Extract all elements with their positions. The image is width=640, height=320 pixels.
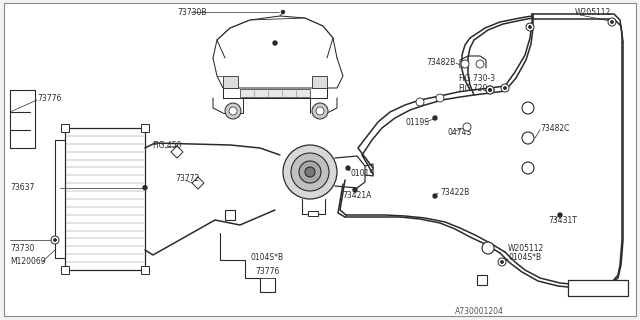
Text: W205112: W205112 [508,244,544,252]
Text: 73637: 73637 [10,183,35,192]
Circle shape [283,145,337,199]
Bar [568,280,628,296]
Circle shape [51,236,59,244]
Circle shape [526,23,534,31]
Text: 73776: 73776 [255,268,280,276]
Bar [225,210,235,220]
Bar [223,76,238,88]
Text: FIG.732: FIG.732 [290,180,319,189]
Circle shape [225,103,241,119]
Circle shape [529,26,531,28]
Text: 0104S*B: 0104S*B [250,253,283,262]
Text: Y26944: Y26944 [586,284,620,292]
Circle shape [501,261,503,263]
Circle shape [489,89,492,91]
Circle shape [291,153,329,191]
Circle shape [143,186,147,190]
Bar [141,124,149,132]
Bar [61,124,69,132]
Bar [61,266,69,274]
Text: FIG.720: FIG.720 [458,84,488,92]
Text: 73482B: 73482B [427,58,456,67]
Circle shape [54,239,56,241]
Text: 1: 1 [576,285,580,291]
Circle shape [461,60,469,68]
Circle shape [436,94,444,102]
Text: M120069: M120069 [10,258,45,267]
Text: 0474S: 0474S [447,127,471,137]
Circle shape [498,258,506,266]
Text: W205112: W205112 [575,7,611,17]
Text: 73772: 73772 [175,173,199,182]
Circle shape [482,242,494,254]
Text: 73431T: 73431T [548,215,577,225]
Circle shape [522,162,534,174]
Text: A: A [228,212,232,218]
Circle shape [465,124,470,130]
Circle shape [416,98,424,106]
Text: 73422B: 73422B [440,188,469,196]
Circle shape [501,84,509,92]
Bar [308,211,318,216]
Circle shape [282,11,285,13]
Circle shape [611,21,613,23]
Bar [312,76,327,88]
Circle shape [522,102,534,114]
Circle shape [504,87,506,89]
Circle shape [312,103,328,119]
Circle shape [229,107,237,115]
Circle shape [486,86,494,94]
Bar [65,128,145,270]
Bar [240,89,310,97]
Text: A: A [479,277,484,283]
Text: 73730: 73730 [10,244,35,252]
Circle shape [346,166,350,170]
Text: 73776: 73776 [37,93,61,102]
Text: 0101S: 0101S [350,169,374,178]
Circle shape [305,167,315,177]
Circle shape [273,41,277,45]
Text: 73730B: 73730B [177,7,207,17]
Circle shape [463,123,471,131]
Circle shape [522,132,534,144]
Circle shape [433,116,437,120]
Text: 1: 1 [486,245,490,251]
Text: 73482C: 73482C [540,124,570,132]
Circle shape [417,100,422,105]
Circle shape [489,89,492,91]
Text: 0104S*B: 0104S*B [508,253,541,262]
Text: 73421A: 73421A [342,190,371,199]
Circle shape [353,188,357,192]
Text: A730001204: A730001204 [455,307,504,316]
Text: FIG.730-3: FIG.730-3 [458,74,495,83]
Circle shape [486,86,494,94]
Circle shape [463,61,467,67]
Bar [141,266,149,274]
Text: 1: 1 [525,165,531,171]
Text: 1: 1 [525,135,531,141]
Circle shape [433,194,437,198]
Text: 0119S: 0119S [405,117,429,126]
Text: 1: 1 [525,105,531,111]
Circle shape [316,107,324,115]
Circle shape [558,213,562,217]
Circle shape [438,95,442,100]
Circle shape [299,161,321,183]
Circle shape [476,60,484,68]
Bar [477,275,487,285]
Text: FIG.450: FIG.450 [152,140,182,149]
Circle shape [572,282,584,294]
Bar [260,278,275,292]
Circle shape [477,61,483,67]
Circle shape [608,18,616,26]
